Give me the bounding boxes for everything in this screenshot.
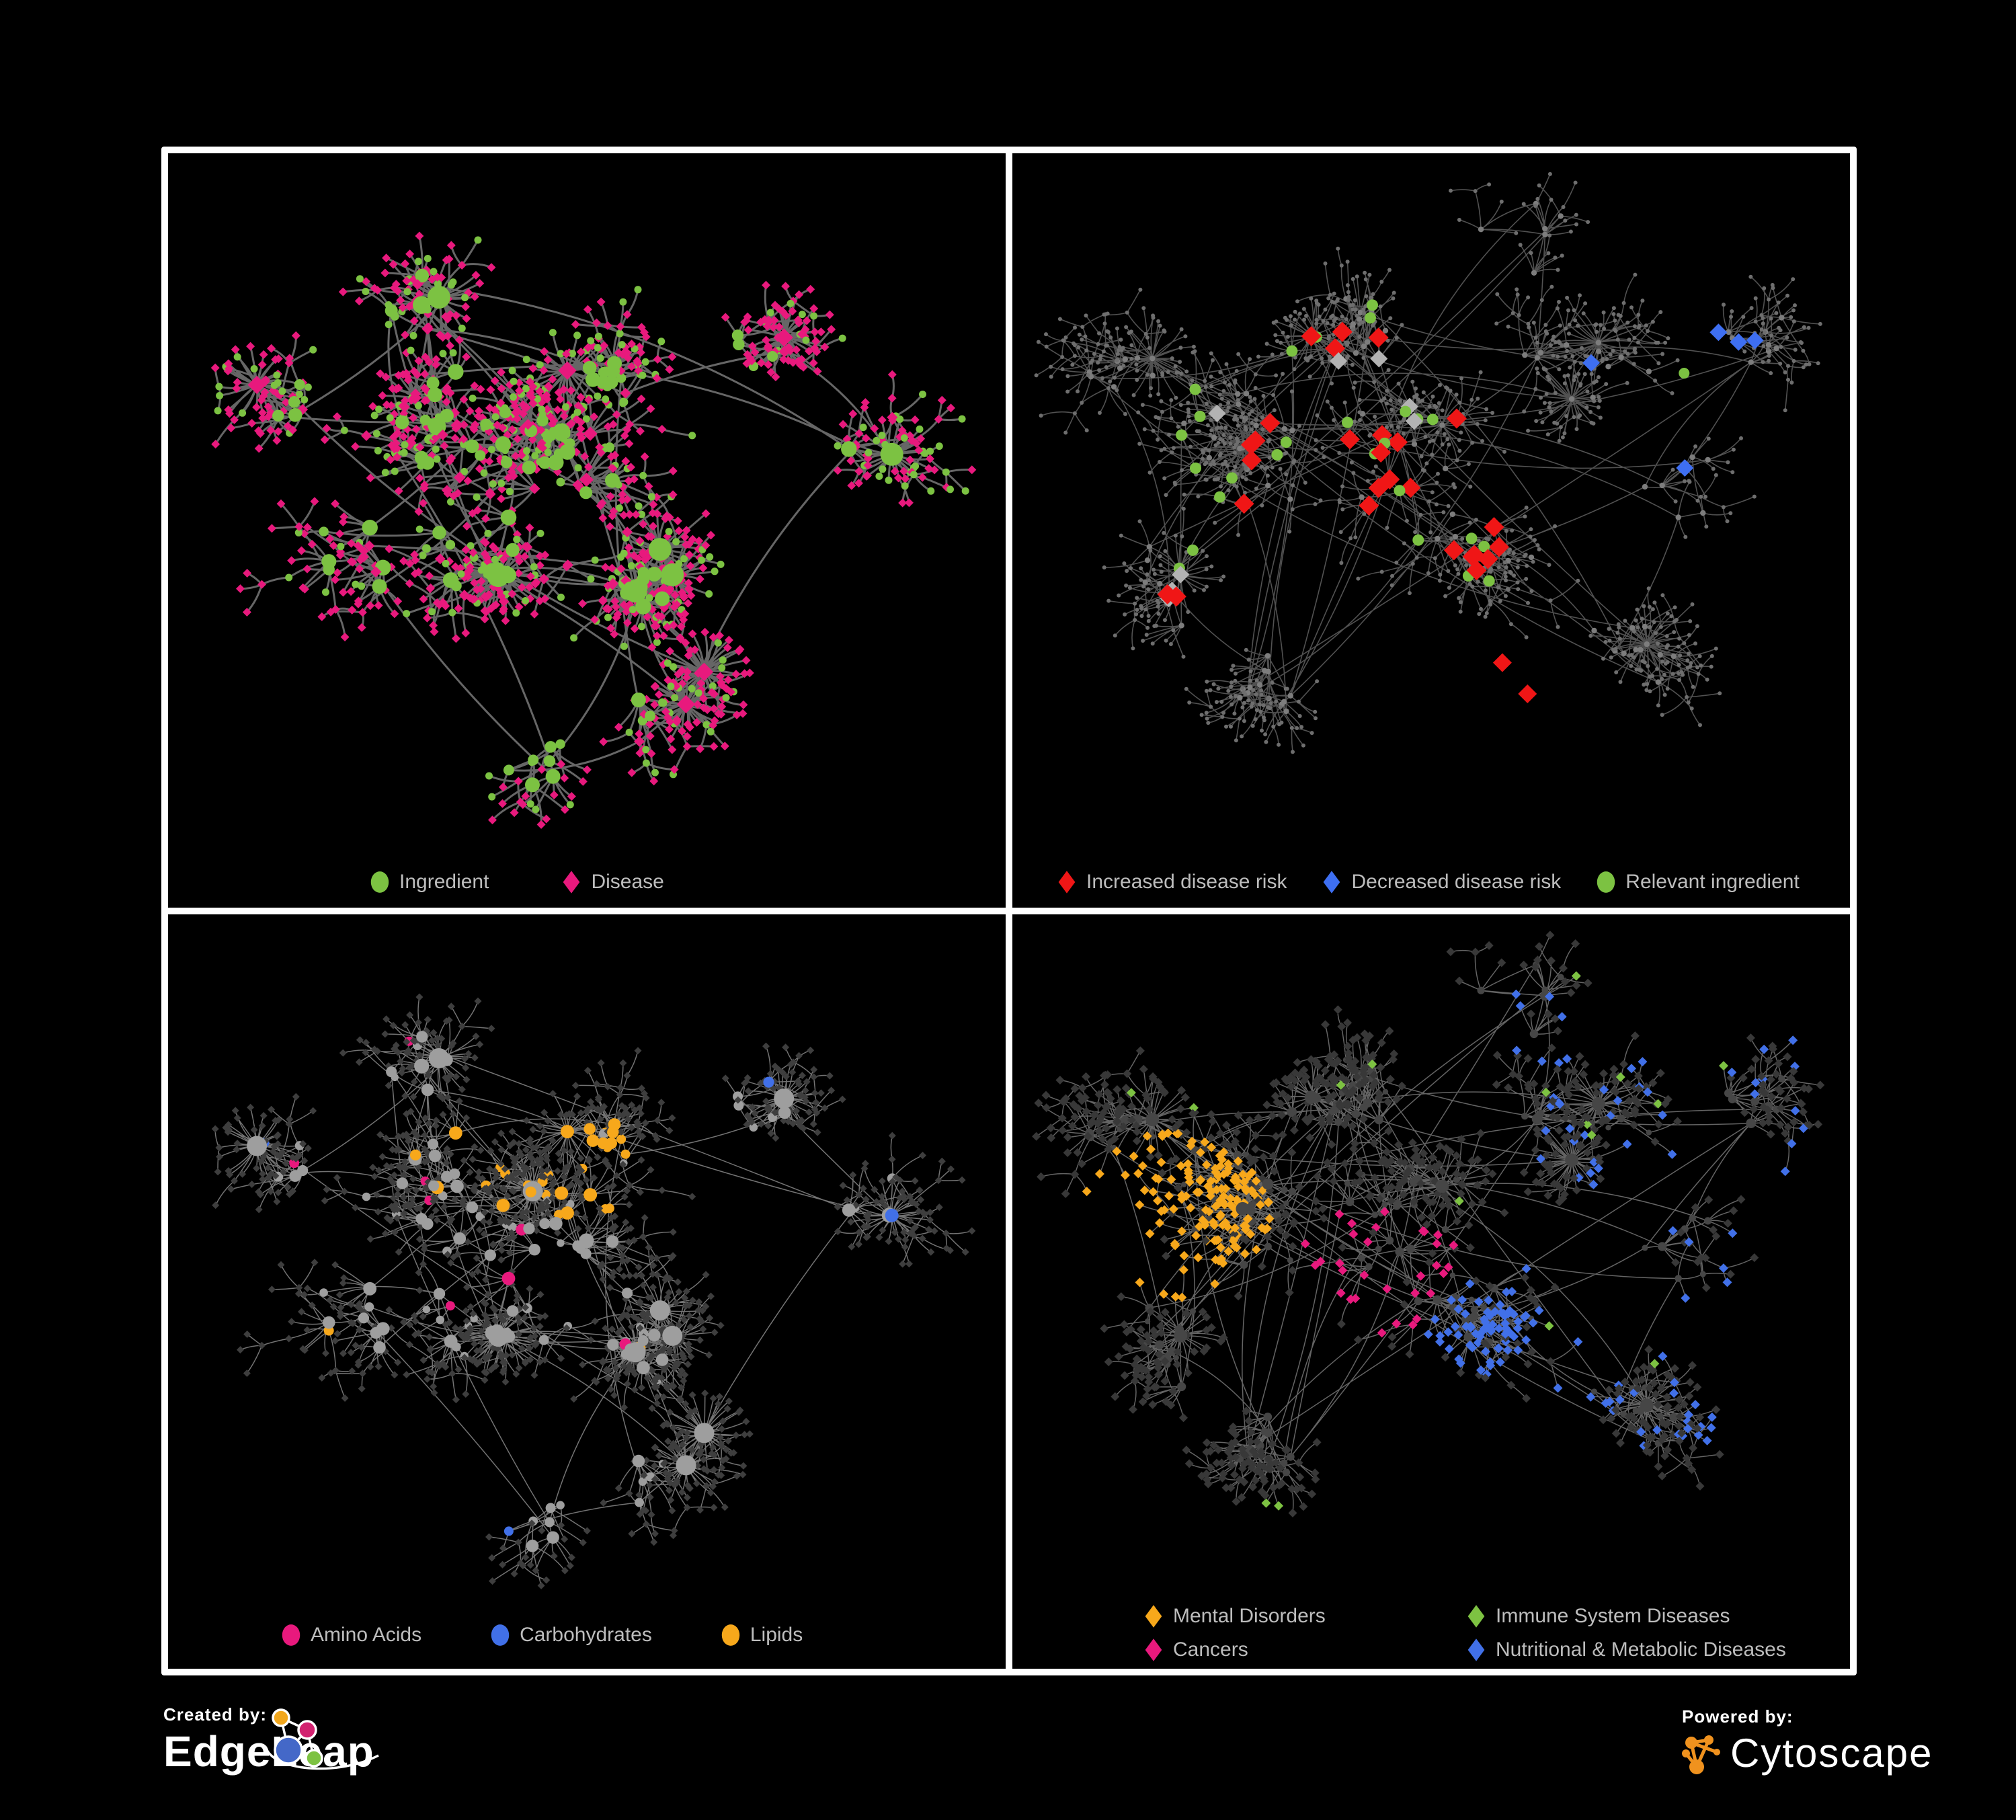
edgeleap-orange-node — [272, 1708, 290, 1727]
edgeleap-nodes — [272, 1708, 323, 1768]
legend-diamond-icon — [1145, 1638, 1162, 1661]
legend-label: Immune System Diseases — [1496, 1605, 1730, 1627]
cytoscape-logo-icon — [1682, 1735, 1720, 1774]
edgeleap-magenta-node — [297, 1720, 317, 1740]
legend-circle-icon — [491, 1624, 510, 1646]
edgeleap-green-node — [305, 1749, 323, 1768]
legend-diamond-icon — [1467, 1638, 1485, 1661]
legend-circle-icon — [370, 871, 389, 893]
panel-2-legend: Increased disease risk Decreased disease … — [1012, 869, 1800, 896]
disease-risk-network — [1034, 171, 1822, 754]
legend-label: Increased disease risk — [1086, 871, 1287, 893]
legend-item-decreased-disease-risk: Decreased disease risk — [1322, 869, 1561, 896]
legend-item-increased-disease-risk: Increased disease risk — [1057, 869, 1287, 896]
legend-diamond-icon — [1058, 871, 1076, 894]
legend-label: Relevant ingredient — [1625, 871, 1800, 893]
legend-circle-icon — [282, 1624, 300, 1646]
powered-by-block: Powered by: Cytoscape — [1682, 1706, 1933, 1776]
edgeleap-blue-node — [274, 1735, 303, 1765]
panel-disease-classes: Mental Disorders Immune System Diseases Ca… — [1012, 914, 1850, 1669]
legend-diamond-icon — [1324, 871, 1340, 894]
ingredient-disease-network — [210, 231, 977, 829]
legend-item-nutritional-metabolic-diseases: Nutritional & Metabolic Diseases — [1466, 1636, 1786, 1663]
legend-item-cancers: Cancers — [1143, 1636, 1466, 1663]
powered-by-label: Powered by: — [1682, 1706, 1793, 1727]
legend-circle-icon — [1597, 871, 1615, 893]
legend-circle-icon — [721, 1624, 740, 1646]
legend-label: Amino Acids — [311, 1624, 422, 1646]
panel-ingredient-disease: Ingredient Disease — [168, 153, 1006, 908]
legend-label: Carbohydrates — [520, 1624, 652, 1646]
panel-4-legend: Mental Disorders Immune System Diseases Ca… — [1012, 1603, 1786, 1663]
panel-grid: Ingredient Disease Increased disease risk… — [161, 147, 1857, 1675]
cytoscape-wordmark: Cytoscape — [1730, 1731, 1933, 1776]
legend-item-carbohydrates: Carbohydrates — [490, 1622, 652, 1649]
disease-classes-network — [1032, 931, 1825, 1517]
legend-item-amino-acids: Amino Acids — [281, 1622, 421, 1649]
legend-item-relevant-ingredient: Relevant ingredient — [1596, 869, 1800, 896]
panel-ingredient-classes: Amino Acids Carbohydrates Lipids — [168, 914, 1006, 1669]
edgeleap-logo-icon — [266, 1708, 379, 1770]
legend-label: Nutritional & Metabolic Diseases — [1496, 1638, 1786, 1661]
edgeleap-swoosh — [266, 1749, 379, 1770]
ingredient-classes-network — [211, 993, 976, 1589]
legend-item-ingredient: Ingredient — [370, 869, 489, 896]
panel-1-legend: Ingredient Disease — [168, 869, 664, 896]
legend-diamond-icon — [1467, 1605, 1485, 1628]
panel-disease-risk: Increased disease risk Decreased disease … — [1012, 153, 1850, 908]
created-by-label: Created by: — [163, 1704, 268, 1725]
legend-label: Decreased disease risk — [1351, 871, 1562, 893]
legend-item-mental-disorders: Mental Disorders — [1143, 1603, 1466, 1630]
legend-label: Disease — [591, 871, 664, 893]
cytoscape-logo-nodes — [1682, 1735, 1720, 1774]
legend-diamond-icon — [563, 871, 580, 894]
legend-label: Ingredient — [399, 871, 489, 893]
legend-diamond-icon — [1145, 1605, 1162, 1628]
legend-item-disease: Disease — [561, 869, 664, 896]
legend-label: Mental Disorders — [1173, 1605, 1326, 1627]
legend-label: Lipids — [750, 1624, 803, 1646]
legend-item-immune-system-diseases: Immune System Diseases — [1466, 1603, 1786, 1630]
panel-3-legend: Amino Acids Carbohydrates Lipids — [168, 1622, 803, 1649]
legend-label: Cancers — [1173, 1638, 1248, 1661]
legend-item-lipids: Lipids — [721, 1622, 803, 1649]
